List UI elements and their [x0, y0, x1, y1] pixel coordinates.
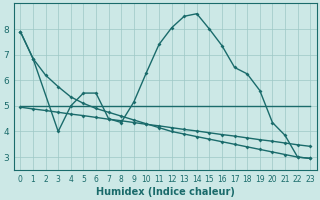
X-axis label: Humidex (Indice chaleur): Humidex (Indice chaleur): [96, 187, 235, 197]
